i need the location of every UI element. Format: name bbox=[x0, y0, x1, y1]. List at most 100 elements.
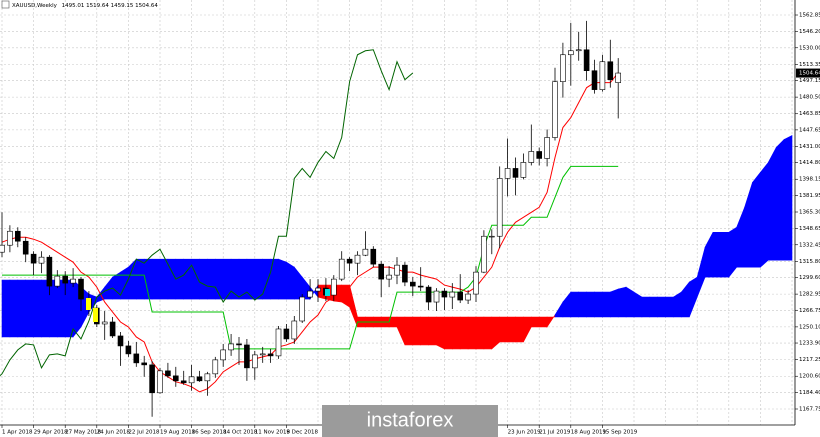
cloud-segment bbox=[499, 316, 508, 343]
cloud-segment bbox=[175, 258, 184, 300]
candle-body bbox=[481, 235, 487, 273]
cloud-segment bbox=[641, 296, 651, 318]
candle-body bbox=[575, 49, 582, 52]
x-tick-label: 15 Sep 2019 bbox=[602, 430, 637, 436]
candle-body bbox=[196, 376, 203, 382]
candle-body bbox=[409, 281, 416, 287]
marker bbox=[325, 289, 330, 296]
cloud-segment bbox=[167, 258, 177, 300]
cloud-segment bbox=[136, 258, 145, 300]
candle-body bbox=[173, 375, 179, 382]
candle-body bbox=[101, 321, 108, 325]
chart-header: XAUUSD,Weekly 1495.01 1519.64 1459.15 15… bbox=[12, 3, 158, 9]
candle-body bbox=[149, 364, 155, 394]
low-value: 1459.15 bbox=[111, 3, 134, 9]
y-tick-label: 1497.15 bbox=[799, 78, 820, 84]
high-value: 1519.64 bbox=[86, 3, 109, 9]
cloud-segment bbox=[578, 291, 587, 318]
cloud-segment bbox=[278, 258, 287, 300]
candle-body bbox=[528, 151, 535, 163]
cloud-segment bbox=[159, 258, 169, 300]
line-layer bbox=[0, 49, 619, 393]
x-tick-label: 29 Apr 2018 bbox=[34, 430, 69, 436]
y-tick-label: 1315.80 bbox=[799, 259, 820, 265]
cloud-segment bbox=[404, 316, 414, 346]
cloud-segment bbox=[17, 279, 27, 338]
candle-body bbox=[504, 168, 511, 179]
watermark-box bbox=[322, 405, 498, 437]
cloud-segment bbox=[507, 316, 516, 343]
candle-body bbox=[465, 293, 471, 301]
indicator-line bbox=[1, 72, 619, 393]
candle-body bbox=[473, 271, 479, 295]
cloud-segment bbox=[262, 258, 271, 300]
cloud-segment bbox=[215, 258, 224, 300]
y-tick-label: 1414.80 bbox=[799, 160, 820, 166]
candle-body bbox=[78, 278, 84, 300]
y-tick-label: 1282.95 bbox=[799, 292, 820, 298]
candle-body bbox=[607, 61, 614, 80]
candle-body bbox=[315, 287, 321, 292]
candle-body bbox=[330, 278, 337, 296]
candle-body bbox=[378, 263, 385, 280]
candle-body bbox=[125, 345, 132, 355]
cloud-segment bbox=[286, 261, 295, 300]
cloud-segment bbox=[254, 258, 264, 300]
x-tick-label: 23 Jun 2019 bbox=[508, 430, 542, 436]
candle-body bbox=[441, 290, 448, 298]
cloud-segment bbox=[459, 316, 469, 350]
candle-body bbox=[307, 290, 313, 298]
cloud-segment bbox=[665, 296, 674, 318]
candle-body bbox=[520, 162, 527, 178]
candle-body bbox=[299, 296, 306, 322]
y-tick-label: 1463.85 bbox=[799, 111, 820, 117]
y-tick-label: 1398.15 bbox=[799, 177, 820, 183]
candle-body bbox=[567, 50, 574, 56]
candle-body bbox=[22, 240, 29, 255]
y-tick-label: 1546.20 bbox=[799, 29, 820, 35]
candle-body bbox=[457, 291, 464, 301]
cloud-segment bbox=[586, 291, 595, 318]
cloud-segment bbox=[625, 286, 635, 318]
close-value: 1504.64 bbox=[135, 3, 158, 9]
watermark: instaforex bbox=[322, 405, 498, 437]
candle-body bbox=[15, 230, 21, 242]
candle-body bbox=[583, 49, 590, 72]
cloud-segment bbox=[207, 258, 216, 300]
candle-body bbox=[62, 275, 69, 284]
marker bbox=[86, 298, 91, 310]
symbol-icon bbox=[1, 0, 10, 9]
candle-body bbox=[370, 248, 377, 265]
price-label: 1504.64 bbox=[799, 71, 820, 77]
candle-body bbox=[338, 258, 345, 280]
cloud-segment bbox=[25, 279, 34, 338]
cloud-segment bbox=[41, 279, 50, 338]
watermark-text: instaforex bbox=[367, 409, 454, 431]
y-tick-label: 1250.10 bbox=[799, 324, 820, 330]
y-tick-label: 1167.75 bbox=[799, 406, 820, 412]
cloud-segment bbox=[412, 316, 422, 346]
cloud-segment bbox=[420, 316, 429, 346]
cloud-segment bbox=[649, 296, 659, 318]
candle-body bbox=[244, 344, 250, 369]
candle-body bbox=[591, 70, 598, 90]
candle-body bbox=[188, 376, 195, 384]
y-tick-label: 1200.60 bbox=[799, 374, 820, 380]
candle-body bbox=[615, 72, 622, 83]
cloud-segment bbox=[530, 316, 540, 328]
cloud-segment bbox=[56, 279, 66, 338]
cloud-segment bbox=[483, 316, 493, 350]
candle-body bbox=[220, 349, 226, 361]
y-tick-label: 1233.90 bbox=[799, 341, 820, 347]
candle-body bbox=[275, 328, 282, 357]
candle-body bbox=[30, 253, 37, 264]
x-tick-label: 16 Sep 2018 bbox=[192, 430, 227, 436]
cloud-segment bbox=[760, 161, 769, 268]
candle-body bbox=[157, 370, 163, 394]
candle-body bbox=[394, 264, 400, 276]
cloud-segment bbox=[602, 291, 611, 318]
candle-body bbox=[204, 373, 211, 382]
candle-body bbox=[362, 248, 369, 256]
candle-body bbox=[236, 343, 242, 346]
